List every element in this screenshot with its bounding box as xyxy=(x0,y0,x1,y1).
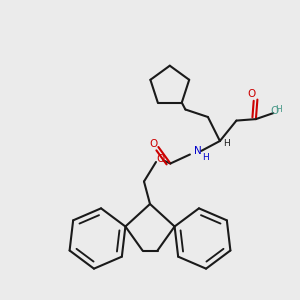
Text: H: H xyxy=(275,105,282,114)
Text: O: O xyxy=(156,154,165,164)
Text: H: H xyxy=(202,153,209,162)
Text: H: H xyxy=(223,140,230,148)
Text: O: O xyxy=(149,139,158,149)
Text: N: N xyxy=(194,146,201,157)
Text: O: O xyxy=(248,89,256,99)
Text: O: O xyxy=(271,106,279,116)
